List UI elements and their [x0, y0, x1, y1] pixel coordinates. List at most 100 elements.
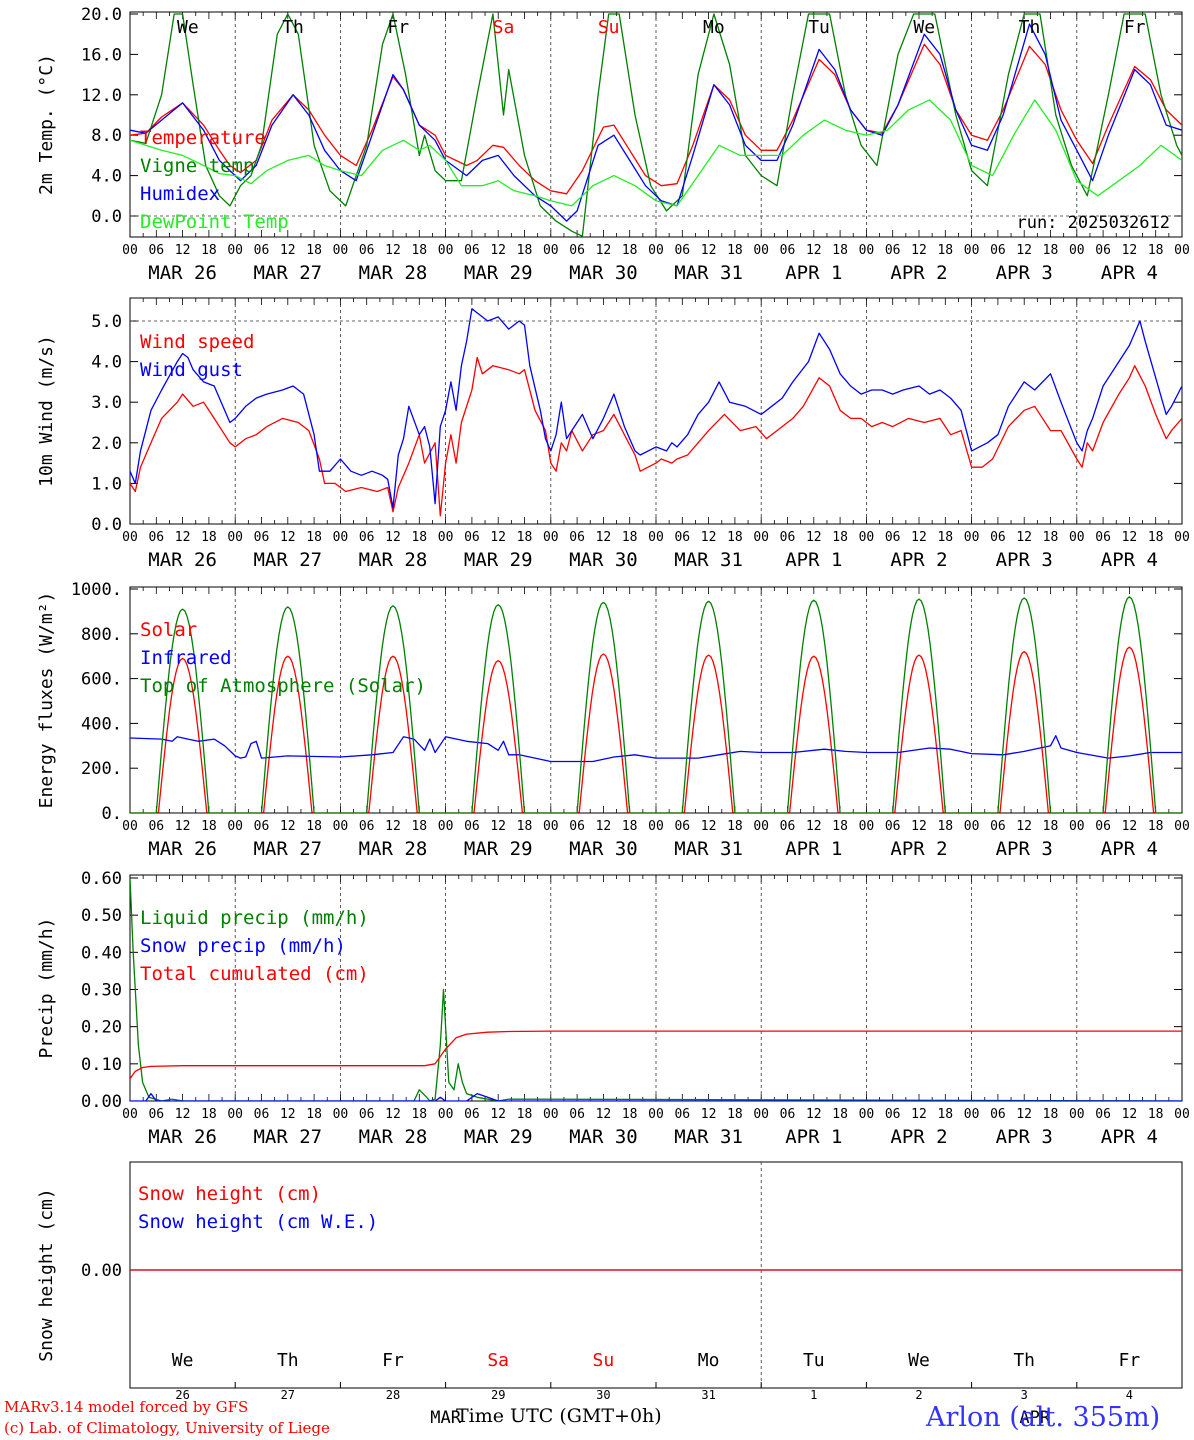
x-hour-tick: 06 [148, 1107, 164, 1122]
legend-entry: Liquid precip (mm/h) [140, 907, 369, 929]
energy-ylabel: Energy fluxes (W/m²) [36, 592, 57, 809]
y-tick-label: 20.0 [81, 5, 122, 25]
x-hour-tick: 18 [727, 530, 743, 545]
x-hour-tick: 06 [885, 243, 901, 258]
x-date-label: MAR 26 [148, 838, 217, 860]
x-hour-tick: 00 [964, 1107, 980, 1122]
x-hour-tick: 06 [780, 819, 796, 834]
x-hour-tick: 00 [648, 243, 664, 258]
x-hour-tick: 12 [280, 819, 296, 834]
x-hour-tick: 00 [648, 530, 664, 545]
x-hour-tick: 18 [937, 243, 953, 258]
legend-entry: Vigne temp [140, 155, 254, 177]
weekday-label: Tu [803, 1350, 825, 1371]
x-date-label: MAR 27 [253, 1126, 322, 1148]
x-hour-tick: 18 [1148, 530, 1164, 545]
x-date-label: MAR 28 [359, 549, 428, 571]
y-tick-label: 3.0 [91, 393, 122, 413]
weekday-label: Su [593, 1350, 615, 1371]
x-date-label: MAR 30 [569, 1126, 638, 1148]
x-hour-tick: 18 [517, 1107, 533, 1122]
wind-panel: 10m Wind (m/s) 0.0 1.0 2.0 3.0 4.0 5.0 00 06 12 18… [36, 297, 1190, 571]
x-hour-tick: 12 [385, 819, 401, 834]
x-hour-tick: 06 [990, 243, 1006, 258]
x-hour-tick: 12 [280, 530, 296, 545]
x-hour-tick: 12 [1016, 819, 1032, 834]
x-hour-tick: 12 [490, 819, 506, 834]
legend-entry: Wind speed [140, 331, 254, 353]
x-date-label: MAR 26 [148, 1126, 217, 1148]
y-tick-label: 2.0 [91, 434, 122, 454]
x-hour-tick: 06 [464, 243, 480, 258]
x-hour-tick: 00 [753, 530, 769, 545]
x-date-label: MAR 30 [569, 549, 638, 571]
x-hour-tick: 00 [543, 819, 559, 834]
x-hour-tick: 00 [753, 819, 769, 834]
x-hour-tick: 12 [806, 243, 822, 258]
y-tick-label: 0. [102, 804, 122, 824]
series-humidex [130, 23, 1182, 222]
x-date-label: APR 1 [785, 549, 842, 571]
x-hour-tick: 06 [464, 819, 480, 834]
x-hour-tick: 12 [596, 530, 612, 545]
x-hour-tick: 12 [806, 530, 822, 545]
x-hour-tick: 06 [885, 1107, 901, 1122]
x-hour-tick: 12 [596, 243, 612, 258]
precip-ylabel: Precip (mm/h) [36, 918, 57, 1059]
x-hour-tick: 12 [1122, 819, 1138, 834]
series-wind-speed [130, 356, 1182, 517]
x-date-label: APR 4 [1101, 1126, 1158, 1148]
month-label-right: APR [1019, 1408, 1050, 1428]
x-date-label: MAR 29 [464, 1126, 533, 1148]
y-tick-label: 800. [81, 625, 122, 645]
x-hour-tick: 00 [1174, 530, 1190, 545]
x-hour-tick: 06 [780, 243, 796, 258]
x-date-label: MAR 31 [674, 549, 743, 571]
x-date-label: MAR 28 [359, 838, 428, 860]
x-date-label: APR 1 [785, 1126, 842, 1148]
x-date-label: MAR 30 [569, 262, 638, 284]
y-tick-label: 5.0 [91, 312, 122, 332]
legend-entry: Infrared [140, 647, 232, 669]
x-date-label: MAR 29 [464, 262, 533, 284]
y-tick-label: 1.0 [91, 474, 122, 494]
x-hour-tick: 00 [1069, 1107, 1085, 1122]
x-hour-tick: 00 [1069, 819, 1085, 834]
x-hour-tick: 06 [148, 243, 164, 258]
x-date-label: APR 2 [890, 262, 947, 284]
y-tick-label: 0.0 [91, 207, 122, 227]
x-hour-tick: 18 [201, 1107, 217, 1122]
x-hour-tick: 12 [490, 243, 506, 258]
x-hour-tick: 00 [122, 243, 138, 258]
x-hour-tick: 12 [1016, 243, 1032, 258]
x-hour-tick: 18 [1148, 819, 1164, 834]
y-tick-label: 0.50 [81, 906, 122, 926]
x-hour-tick: 18 [622, 530, 638, 545]
x-hour-tick: 00 [122, 819, 138, 834]
x-hour-tick: 18 [306, 1107, 322, 1122]
series-wind-gust [130, 308, 1182, 509]
x-hour-tick: 18 [517, 530, 533, 545]
day-number-label: 28 [386, 1388, 400, 1402]
temperature-frame [129, 11, 1183, 238]
x-hour-tick: 06 [254, 819, 270, 834]
x-hour-tick: 18 [832, 819, 848, 834]
y-tick-label: 0.40 [81, 943, 122, 963]
weekday-label: We [913, 17, 935, 38]
day-number-label: 26 [175, 1388, 189, 1402]
month-label-left: MAR [430, 1408, 461, 1428]
y-tick-label: 1000. [71, 580, 122, 600]
weekday-label: We [172, 1350, 194, 1371]
x-hour-tick: 06 [1095, 819, 1111, 834]
x-hour-tick: 18 [411, 1107, 427, 1122]
day-number-label: 27 [281, 1388, 295, 1402]
x-axis-title: Time UTC (GMT+0h) [456, 1405, 662, 1427]
x-hour-tick: 00 [859, 1107, 875, 1122]
legend-entry: Snow height (cm W.E.) [138, 1211, 378, 1233]
x-hour-tick: 18 [1043, 243, 1059, 258]
x-hour-tick: 00 [227, 1107, 243, 1122]
x-hour-tick: 00 [1069, 243, 1085, 258]
y-tick-label: 200. [81, 759, 122, 779]
weekday-label: Mo [703, 17, 725, 38]
x-hour-tick: 00 [333, 530, 349, 545]
